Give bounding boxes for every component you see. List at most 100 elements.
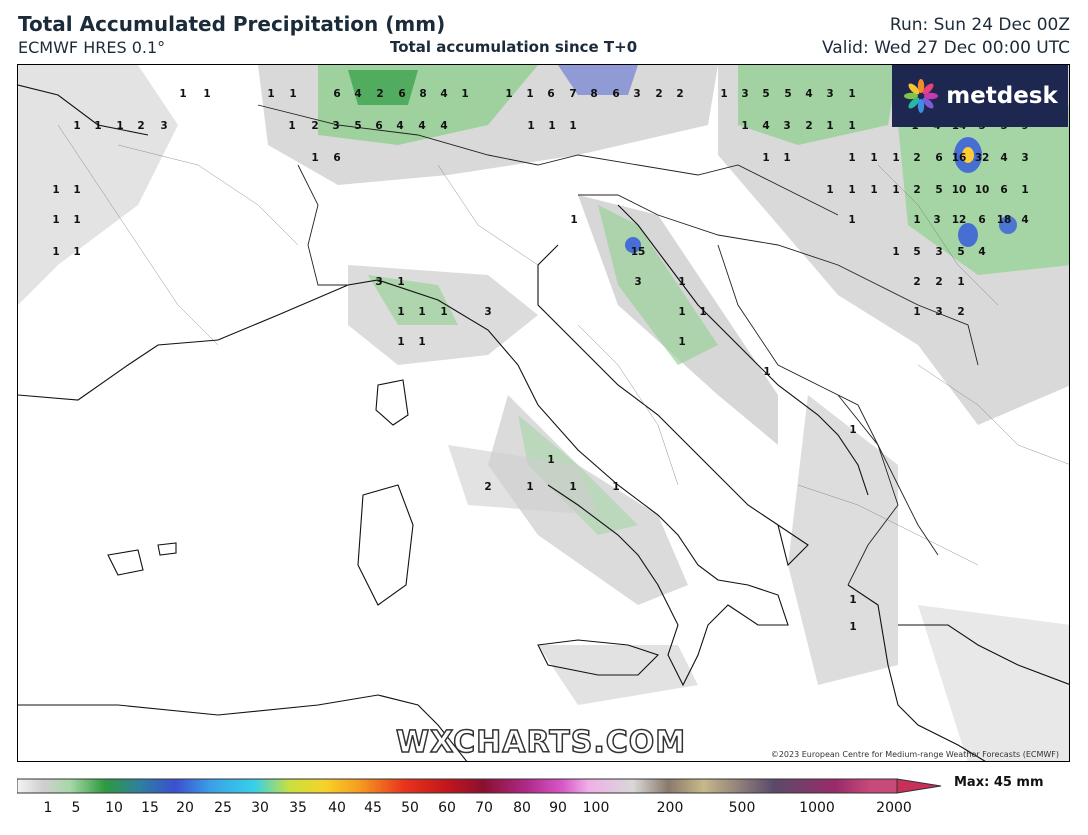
precip-value-label: 6 xyxy=(333,88,340,100)
precip-value-label: 1 xyxy=(849,594,856,606)
precip-value-label: 3 xyxy=(1021,152,1028,164)
precip-value-label: 1 xyxy=(527,120,534,132)
precip-value-label: 4 xyxy=(418,120,425,132)
precip-value-label: 1 xyxy=(826,184,833,196)
color-scale-tick: 20 xyxy=(176,800,194,816)
precip-value-label: 1 xyxy=(547,454,554,466)
precip-value-label: 1 xyxy=(397,276,404,288)
precip-value-label: 3 xyxy=(935,246,942,258)
precip-value-label: 3 xyxy=(484,306,491,318)
run-time: Run: Sun 24 Dec 00Z xyxy=(889,15,1070,35)
chart-title: Total Accumulated Precipitation (mm) xyxy=(18,12,446,36)
precip-value-label: 1 xyxy=(783,152,790,164)
precip-value-label: 18 xyxy=(997,214,1012,226)
color-scale-tick: 1 xyxy=(43,800,53,816)
color-scale-tick: 80 xyxy=(513,800,531,816)
precip-value-label: 6 xyxy=(978,214,985,226)
precip-value-label: 1 xyxy=(848,184,855,196)
precip-value-label: 2 xyxy=(484,481,491,493)
precip-value-label: 1 xyxy=(52,184,59,196)
precip-value-label: 1 xyxy=(849,424,856,436)
coastlines xyxy=(18,84,1069,761)
precip-value-label: 1 xyxy=(73,184,80,196)
precip-value-label: 2 xyxy=(655,88,662,100)
accumulation-subtitle: Total accumulation since T+0 xyxy=(390,38,638,56)
precip-value-label: 6 xyxy=(375,120,382,132)
color-scale-tick: 30 xyxy=(251,800,269,816)
precip-value-label: 1 xyxy=(52,214,59,226)
precip-value-label: 1 xyxy=(73,246,80,258)
precip-value-label: 7 xyxy=(569,88,576,100)
precip-value-label: 3 xyxy=(633,88,640,100)
pinwheel-logo-icon xyxy=(904,79,939,113)
precip-value-label: 16 xyxy=(952,152,967,164)
precip-value-label: 1 xyxy=(1021,184,1028,196)
precip-value-label: 3 xyxy=(741,88,748,100)
color-scale-tick: 40 xyxy=(328,800,346,816)
color-scale-tick: 90 xyxy=(549,800,567,816)
precip-value-label: 6 xyxy=(333,152,340,164)
precip-value-label: 1 xyxy=(569,120,576,132)
precip-value-label: 4 xyxy=(396,120,403,132)
precip-shading xyxy=(18,65,1069,761)
color-scale-ticks: 1 5 10 15 20 25 30 35 40 45 50 60 70 80 90 100 200 500 100… xyxy=(17,800,937,820)
regional-lines xyxy=(57,124,1069,566)
precip-value-label: 1 xyxy=(418,306,425,318)
precip-value-label: 1 xyxy=(73,214,80,226)
precip-value-label: 3 xyxy=(375,276,382,288)
precip-value-label: 3 xyxy=(826,88,833,100)
precip-value-label: 2 xyxy=(913,276,920,288)
precip-value-label: 2 xyxy=(676,88,683,100)
precip-value-label: 6 xyxy=(612,88,619,100)
precip-value-label: 6 xyxy=(398,88,405,100)
precip-value-labels: 1 1 1 1 6 4 2 6 8 4 1 1 1 6 7 8 6 3 2 2 1 3 5 5 4 3 11 1 1 2 3 1 2 3 5 6 4 4 4… xyxy=(52,88,1028,633)
precip-value-label: 5 xyxy=(935,184,942,196)
precip-value-label: 4 xyxy=(1000,152,1007,164)
precip-value-label: 1 xyxy=(461,88,468,100)
precip-value-label: 1 xyxy=(116,120,123,132)
precip-value-label: 2 xyxy=(805,120,812,132)
precip-value-label: 1 xyxy=(311,152,318,164)
precip-value-label: 1 xyxy=(848,214,855,226)
precip-value-label: 1 xyxy=(289,88,296,100)
precip-value-label: 1 xyxy=(526,88,533,100)
precip-value-label: 2 xyxy=(957,306,964,318)
country-borders xyxy=(257,104,979,586)
precip-value-label: 1 xyxy=(52,246,59,258)
precip-value-label: 1 xyxy=(612,481,619,493)
precip-value-label: 4 xyxy=(354,88,361,100)
precip-value-label: 1 xyxy=(699,306,706,318)
precip-value-label: 3 xyxy=(783,120,790,132)
precip-value-label: 4 xyxy=(805,88,812,100)
precip-value-label: 1 xyxy=(848,120,855,132)
precip-value-label: 1 xyxy=(892,152,899,164)
precip-value-label: 1 xyxy=(762,152,769,164)
map-canvas: 1 1 1 1 6 4 2 6 8 4 1 1 1 6 7 8 6 3 2 2 1 3 5 5 4 3 11 1 1 2 3 1 2 3 5 6 4 4 4… xyxy=(18,65,1069,761)
precip-value-label: 1 xyxy=(913,214,920,226)
color-scale-tick: 2000 xyxy=(876,800,912,816)
precip-value-label: 15 xyxy=(631,246,646,258)
precip-value-label: 1 xyxy=(267,88,274,100)
precip-value-label: 5 xyxy=(957,246,964,258)
precip-value-label: 6 xyxy=(1000,184,1007,196)
color-scale-tick: 25 xyxy=(214,800,232,816)
color-scale-tick: 50 xyxy=(401,800,419,816)
precip-value-label: 1 xyxy=(848,152,855,164)
color-scale-tick: 10 xyxy=(105,800,123,816)
valid-time: Valid: Wed 27 Dec 00:00 UTC xyxy=(822,38,1070,58)
precip-value-label: 3 xyxy=(160,120,167,132)
precip-value-label: 5 xyxy=(784,88,791,100)
color-scale-tick: 200 xyxy=(656,800,684,816)
precip-value-label: 1 xyxy=(505,88,512,100)
metdesk-logo: metdesk xyxy=(892,65,1068,127)
precip-value-label: 4 xyxy=(440,88,447,100)
precip-value-label: 10 xyxy=(975,184,990,196)
precip-value-label: 5 xyxy=(762,88,769,100)
precip-value-label: 1 xyxy=(73,120,80,132)
precip-value-label: 8 xyxy=(590,88,597,100)
precip-value-label: 4 xyxy=(440,120,447,132)
precip-value-label: 2 xyxy=(935,276,942,288)
precip-value-label: 2 xyxy=(913,152,920,164)
precip-value-label: 12 xyxy=(952,214,967,226)
